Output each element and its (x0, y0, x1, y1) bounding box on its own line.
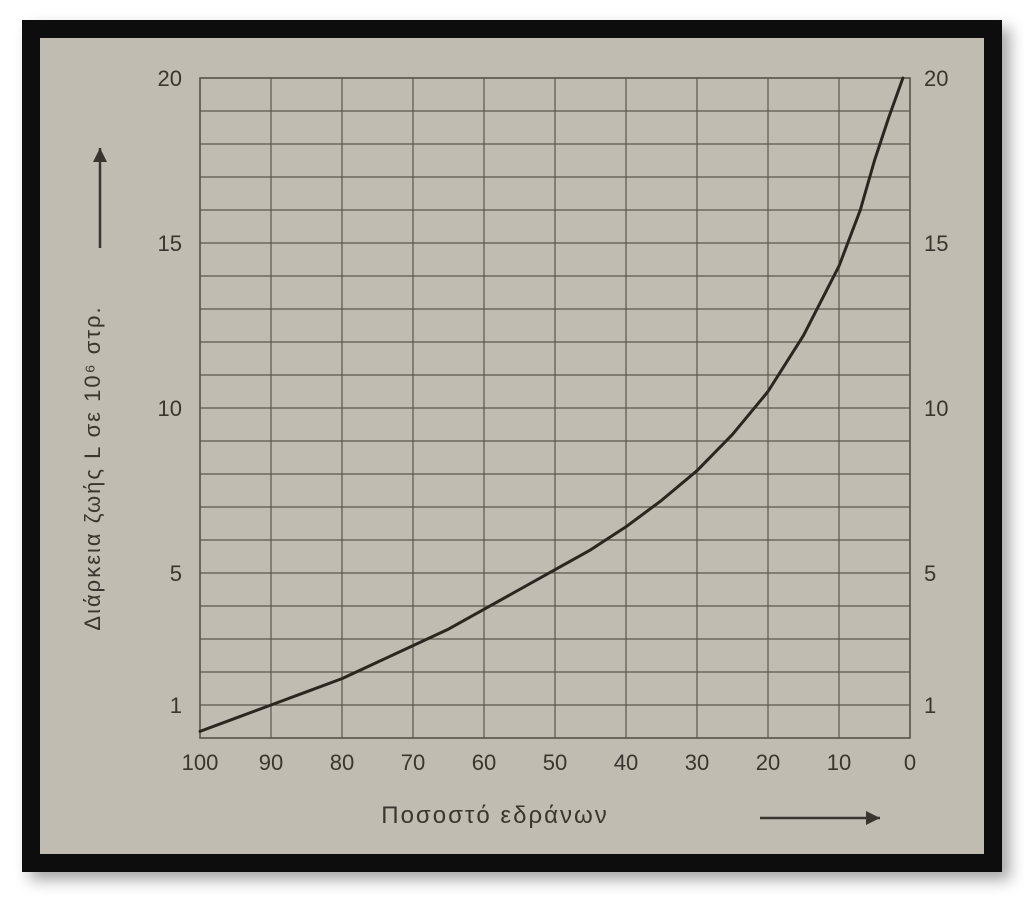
svg-text:30: 30 (685, 750, 709, 775)
svg-text:20: 20 (924, 66, 948, 91)
svg-text:90: 90 (259, 750, 283, 775)
svg-text:20: 20 (756, 750, 780, 775)
svg-text:15: 15 (924, 231, 948, 256)
chart-frame: 10090807060504030201001510152015101520Πο… (22, 20, 1002, 872)
chart-background: 10090807060504030201001510152015101520Πο… (40, 38, 984, 854)
svg-text:15: 15 (158, 231, 182, 256)
svg-text:1: 1 (924, 693, 936, 718)
svg-text:60: 60 (472, 750, 496, 775)
svg-text:50: 50 (543, 750, 567, 775)
svg-text:5: 5 (170, 561, 182, 586)
svg-text:10: 10 (158, 396, 182, 421)
svg-text:1: 1 (170, 693, 182, 718)
svg-text:70: 70 (401, 750, 425, 775)
y-axis-label: Διάρκεια ζωής L σε 10⁶ στρ. (80, 305, 105, 630)
svg-text:100: 100 (182, 750, 219, 775)
svg-text:10: 10 (924, 396, 948, 421)
svg-text:0: 0 (904, 750, 916, 775)
bearing-life-chart: 10090807060504030201001510152015101520Πο… (40, 38, 984, 854)
svg-text:40: 40 (614, 750, 638, 775)
svg-text:80: 80 (330, 750, 354, 775)
svg-text:20: 20 (158, 66, 182, 91)
x-axis-label: Ποσοστό εδράνων (381, 802, 608, 829)
svg-text:10: 10 (827, 750, 851, 775)
svg-text:5: 5 (924, 561, 936, 586)
